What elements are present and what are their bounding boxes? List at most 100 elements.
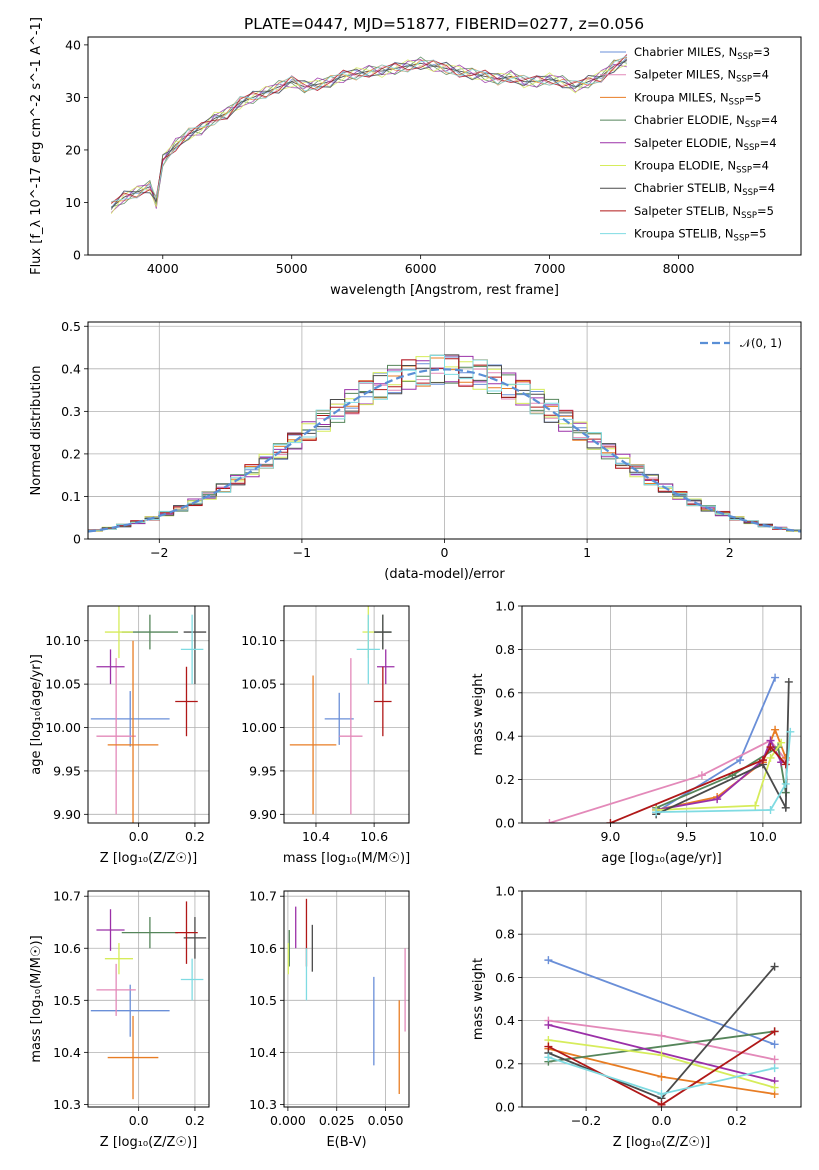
weight_vs_age-marker-1-1 — [697, 771, 706, 780]
mass_vs_ebv-plot-area — [287, 898, 406, 1094]
age_vs_mass-ytick-label-2: 10.00 — [241, 720, 277, 735]
mass_vs_Z-point-0 — [90, 984, 170, 1037]
mass_vs_Z-point-7 — [175, 901, 198, 964]
weight_vs_age-marker-0-2 — [771, 673, 780, 682]
mass_vs_Z-point-6 — [183, 917, 207, 959]
residuals-panel: −2 −1 0 1 2 0 0.1 0.2 0.3 0.4 0.5 (data-model)/erro… — [29, 319, 802, 582]
weight_vs_age-marker-7-3 — [781, 760, 790, 769]
weight_vs_age-ytick-label-0: 0.0 — [495, 816, 515, 831]
weight_vs_age-xtick-label-1: 9.5 — [677, 829, 697, 844]
weight_vs_age-marker-7-2 — [766, 743, 775, 752]
weight_vs_age-ytick-label-1: 0.2 — [495, 772, 515, 787]
weight_vs_age-marker-0-1 — [736, 756, 745, 765]
age_vs_Z-ytick-label-4: 10.10 — [45, 633, 81, 648]
spectrum-plot-area — [110, 54, 628, 215]
age_vs_Z-point-2 — [107, 640, 159, 823]
spectrum-ytick-label-0: 0 — [73, 248, 81, 263]
weight_vs_Z-marker-0-0 — [544, 956, 553, 965]
legend-entry-0: Chabrier MILES, NSSP=3 — [634, 45, 770, 62]
age_vs_mass-point-6 — [374, 614, 392, 650]
spectrum-xtick-label-4: 8000 — [663, 261, 695, 276]
age_vs_mass-xlabel: mass [log₁₀(M/M☉)] — [283, 851, 410, 866]
weight_vs_Z-marker-0-1 — [770, 1040, 779, 1049]
weight_vs_age-marker-5-3 — [777, 738, 786, 747]
weight_vs_Z-ytick-label-1: 0.2 — [495, 1056, 515, 1071]
age_vs_mass-ytick-label-3: 10.05 — [241, 677, 277, 692]
mass_vs_Z-point-1 — [96, 963, 136, 1016]
weight_vs_Z-ytick-label-3: 0.6 — [495, 970, 515, 985]
spectrum-xtick-label-0: 4000 — [147, 261, 179, 276]
weight_vs_age-ytick-label-3: 0.6 — [495, 685, 515, 700]
spectrum-panel: 4000 5000 6000 7000 8000 0 10 20 30 40 wavelength … — [29, 17, 802, 298]
weight_vs_age-series-6 — [655, 681, 790, 816]
mass_vs_ebv-ytick-label-2: 10.5 — [249, 993, 277, 1008]
mass_vs_Z-ytick-label-0: 10.3 — [53, 1097, 81, 1112]
spectrum-ytick-label-2: 20 — [65, 142, 81, 157]
mass_vs_ebv-xlabel: E(B-V) — [326, 1135, 366, 1150]
mass_vs_ebv-xtick-label-1: 0.025 — [319, 1113, 355, 1128]
spectrum-model-line-8 — [111, 55, 628, 202]
weight_vs_Z-marker-6-2 — [770, 962, 779, 971]
residuals-ytick-label-4: 0.4 — [61, 361, 81, 376]
weight_vs_age-marker-8-3 — [786, 727, 795, 736]
mass_vs_ebv-xtick-label-2: 0.050 — [368, 1113, 404, 1128]
age_vs_mass-point-7 — [374, 666, 392, 737]
mass_vs_ebv-ytick-label-3: 10.6 — [249, 941, 277, 956]
legend-entry-5: Kroupa ELODIE, NSSP=4 — [634, 159, 769, 176]
mass_vs_ebv-ytick-label-1: 10.4 — [249, 1045, 277, 1060]
residuals-xtick-label-2: 0 — [441, 545, 449, 560]
age_vs_Z-point-0 — [90, 691, 170, 747]
weight_vs_age-marker-5-2 — [766, 753, 775, 762]
weight_vs_Z-plot-area — [544, 956, 779, 1107]
mass_vs_Z-point-5 — [104, 943, 134, 975]
weight_vs_age-marker-5-1 — [751, 801, 760, 810]
spectrum-ytick-label-4: 40 — [65, 37, 81, 52]
weight_vs_Z-marker-8-0 — [544, 1053, 553, 1062]
age_vs_mass-axes-frame — [283, 605, 410, 824]
mass_vs_Z-point-4 — [96, 909, 125, 951]
weight_vs_Z-xtick-label-2: 0.2 — [727, 1113, 747, 1128]
residuals-xtick-label-4: 2 — [726, 545, 734, 560]
weight_vs_age-series-7 — [610, 745, 787, 823]
weight_vs_age-series-8 — [656, 731, 792, 813]
weight_vs_age-ylabel: mass weight — [471, 673, 486, 755]
weight_vs_age-marker-2-3 — [771, 725, 780, 734]
weight_vs_age-ytick-label-4: 0.8 — [495, 642, 515, 657]
mass_vs_Z-ytick-label-1: 10.4 — [53, 1045, 81, 1060]
mass_vs_Z-axes-frame — [87, 890, 210, 1108]
residuals-ytick-label-3: 0.3 — [61, 404, 81, 419]
age_vs_mass-ytick-label-4: 10.10 — [241, 633, 277, 648]
weight_vs_Z-marker-7-1 — [657, 1100, 666, 1107]
weight_vs_Z-marker-8-1 — [657, 1090, 666, 1099]
residual-hist-8 — [88, 354, 801, 531]
age_vs_Z-plot-area — [90, 606, 207, 823]
weight_vs_age-marker-7-1 — [758, 756, 767, 765]
age_vs_mass-point-2 — [289, 675, 337, 815]
weight_vs_Z-xlabel: Z [log₁₀(Z/Z☉)] — [613, 1135, 710, 1150]
residuals-ytick-label-1: 0.1 — [61, 489, 81, 504]
mass_vs_Z-xtick-label-1: 0.2 — [185, 1113, 205, 1128]
weight_vs_age-xtick-label-0: 9.0 — [600, 829, 620, 844]
age_vs_mass-plot-area — [289, 606, 395, 815]
weight_vs_Z-panel: −0.2 0.0 0.2 0.0 0.2 0.4 0.6 0.8 1.0 Z [log₁₀(Z/Z… — [471, 884, 802, 1150]
legend-entry-8: Kroupa STELIB, NSSP=5 — [634, 227, 766, 244]
mass_vs_ebv-axes-frame — [283, 890, 410, 1108]
weight_vs_age-marker-4-1 — [713, 795, 722, 804]
weight_vs_age-plot-area — [545, 673, 795, 823]
age_vs_mass-point-4 — [377, 649, 395, 685]
residuals-ytick-label-0: 0 — [73, 532, 81, 547]
mass_vs_Z-point-2 — [107, 1015, 159, 1100]
residuals-xtick-label-3: 1 — [583, 545, 591, 560]
legend-entry-3: Chabrier ELODIE, NSSP=4 — [634, 113, 778, 130]
age_vs_Z-ytick-label-3: 10.05 — [45, 677, 81, 692]
mass_vs_Z-xlabel: Z [log₁₀(Z/Z☉)] — [100, 1135, 197, 1150]
legend-entry-2: Kroupa MILES, NSSP=5 — [634, 90, 761, 107]
age_vs_mass-ytick-label-0: 9.90 — [249, 807, 277, 822]
spectrum-xtick-label-3: 7000 — [534, 261, 566, 276]
weight_vs_Z-ytick-label-2: 0.4 — [495, 1013, 515, 1028]
legend-entry-4: Salpeter ELODIE, NSSP=4 — [634, 136, 777, 153]
weight_vs_Z-series-0 — [548, 959, 775, 1046]
residuals-xtick-label-0: −2 — [150, 545, 168, 560]
residuals-ytick-label-2: 0.2 — [61, 446, 81, 461]
